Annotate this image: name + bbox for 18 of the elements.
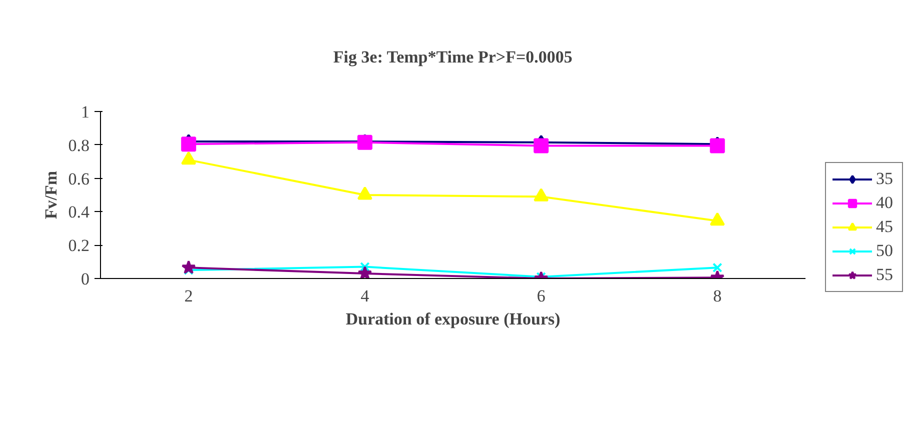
legend-label: 40 [876, 193, 894, 213]
x-tick-label: 6 [536, 286, 546, 306]
y-tick-label: 0.4 [68, 202, 90, 222]
x-tick-label: 2 [184, 286, 193, 306]
y-tick-label: 0 [81, 270, 90, 288]
x-tick-label: 8 [713, 286, 722, 306]
y-axis-title: Fv/Fm [41, 170, 60, 220]
y-tick-label: 0.8 [68, 136, 90, 155]
chart-title: Fig 3e: Temp*Time Pr>F=0.0005 [333, 48, 572, 66]
legend-label: 50 [876, 241, 894, 261]
legend-label: 35 [876, 169, 894, 189]
x-tick-label: 4 [360, 286, 370, 306]
y-tick-label: 0.2 [68, 236, 90, 256]
legend-label: 55 [876, 265, 894, 285]
legend-label: 45 [876, 217, 894, 237]
y-tick-label: 0.6 [68, 169, 90, 188]
x-axis-title: Duration of exposure (Hours) [346, 310, 560, 328]
y-tick-label: 1 [81, 102, 90, 122]
